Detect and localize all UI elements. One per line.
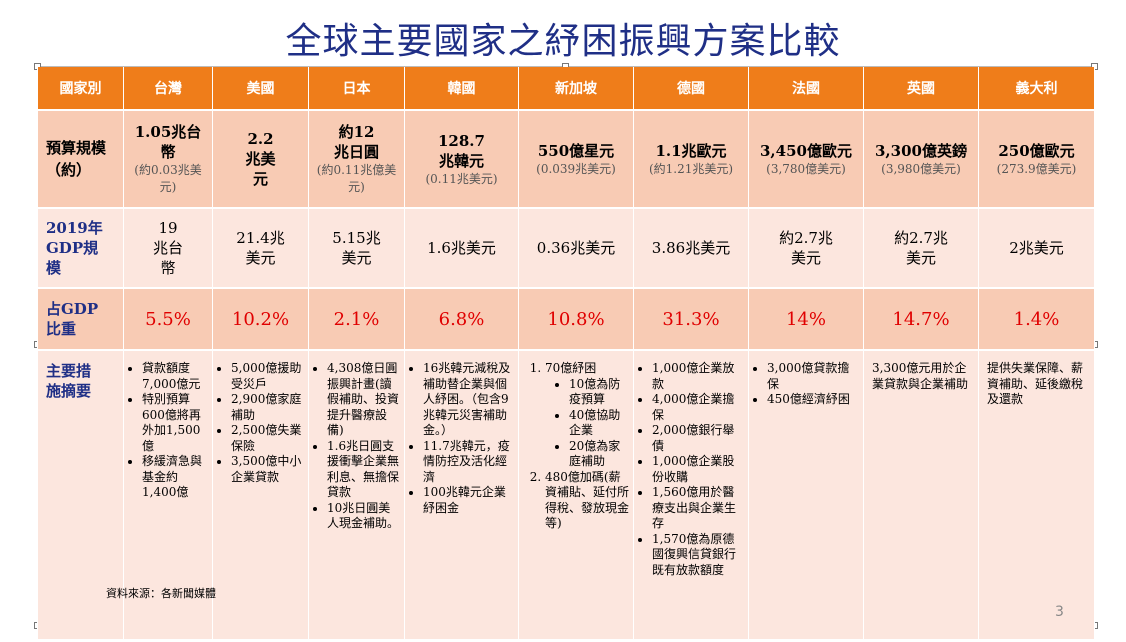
budget-cell-italy: 250億歐元 (273.9億美元) [978,110,1095,209]
list-item: 10兆日圓美人現金補助。 [327,501,400,532]
list-item: 1,560億用於醫療支出與企業生存 [652,485,744,532]
gdp-cell: 約2.7兆美元 [863,208,979,289]
ratio-row: 占GDP比重 5.5% 10.2% 2.1% 6.8% 10.8% 31.3% … [37,288,1095,351]
header-cell: 國家別 [37,67,124,111]
header-row: 國家別 台灣 美國 日本 韓國 新加坡 德國 法國 英國 義大利 [37,67,1095,111]
row-label-measures: 主要措施摘要 [37,350,124,639]
list-item: 16兆韓元減稅及補助替企業與個人紓困。（包含9兆韓元災害補助金。） [423,361,514,439]
budget-cell-korea: 128.7兆韓元 (0.11兆美元) [404,110,519,209]
measures-row: 主要措施摘要 貸款額度7,000億元 特別預算600億將再外加1,500億 移緩… [37,350,1095,639]
list-item: 2,900億家庭補助 [231,392,304,423]
measures-cell-usa: 5,000億援助受災戶 2,900億家庭補助 2,500億失業保險 3,500億… [212,350,309,639]
list-item: 10億為防疫預算 [569,377,629,408]
budget-cell-usa: 2.2兆美元 [212,110,309,209]
ratio-cell: 14.7% [863,288,979,351]
measures-cell-italy: 提供失業保障、薪資補助、延後繳稅及還款 [978,350,1095,639]
list-item: 4,000億企業擔保 [652,392,744,423]
list-item: 480億加碼(薪資補貼、延付所得稅、發放現金等) [545,470,629,532]
list-item: 1,570億為原德國復興信貸銀行既有放款額度 [652,532,744,579]
list-item: 11.7兆韓元，疫情防控及活化經濟 [423,439,514,486]
budget-row: 預算規模（約） 1.05兆台幣 (約0.03兆美元) 2.2兆美元 約12兆日圓(… [37,110,1095,209]
measures-cell-taiwan: 貸款額度7,000億元 特別預算600億將再外加1,500億 移緩濟急與基金約1… [123,350,213,639]
header-cell: 義大利 [978,67,1095,111]
list-item: 100兆韓元企業紓困金 [423,485,514,516]
measures-cell-korea: 16兆韓元減稅及補助替企業與個人紓困。（包含9兆韓元災害補助金。） 11.7兆韓… [404,350,519,639]
slide-title: 全球主要國家之紓困振興方案比較 [285,21,841,62]
header-cell: 日本 [308,67,405,111]
budget-cell-singapore: 550億星元 (0.039兆美元) [518,110,634,209]
list-item: 3,500億中小企業貸款 [231,454,304,485]
budget-cell-uk: 3,300億英鎊 (3,980億美元) [863,110,979,209]
row-label-budget: 預算規模（約） [37,110,124,209]
measures-cell-singapore: 70億紓困 10億為防疫預算 40億協助企業 20億為家庭補助 480億加碼(薪… [518,350,634,639]
list-item: 2,000億銀行舉債 [652,423,744,454]
list-item: 2,500億失業保險 [231,423,304,454]
ratio-cell: 10.2% [212,288,309,351]
header-cell: 美國 [212,67,309,111]
budget-cell-germany: 1.1兆歐元 (約1.21兆美元) [633,110,749,209]
list-item: 40億協助企業 [569,408,629,439]
comparison-table[interactable]: 國家別 台灣 美國 日本 韓國 新加坡 德國 法國 英國 義大利 預算規模（約）… [37,67,1095,639]
row-label-gdp: 2019年GDP規模 [37,208,124,289]
header-cell: 法國 [748,67,864,111]
ratio-cell: 10.8% [518,288,634,351]
list-item: 5,000億援助受災戶 [231,361,304,392]
list-item: 20億為家庭補助 [569,439,629,470]
header-cell: 英國 [863,67,979,111]
gdp-row: 2019年GDP規模 19兆台幣 21.4兆美元 5.15兆美元 1.6兆美元 … [37,208,1095,289]
gdp-cell: 0.36兆美元 [518,208,634,289]
ratio-cell: 5.5% [123,288,213,351]
resize-handle-top-right[interactable] [1091,63,1098,70]
ratio-cell: 6.8% [404,288,519,351]
list-item: 移緩濟急與基金約1,400億 [142,454,208,501]
list-item: 特別預算600億將再外加1,500億 [142,392,208,454]
gdp-cell: 19兆台幣 [123,208,213,289]
list-item: 1,000億企業股份收購 [652,454,744,485]
measures-cell-france: 3,000億貸款擔保 450億經濟紓困 [748,350,864,639]
list-item: 1.6兆日圓支援衝擊企業無利息、無擔保貸款 [327,439,400,501]
gdp-cell: 21.4兆美元 [212,208,309,289]
gdp-cell: 2兆美元 [978,208,1095,289]
header-cell: 德國 [633,67,749,111]
ratio-cell: 31.3% [633,288,749,351]
source-note: 資料來源：各新聞媒體 [106,587,216,600]
ratio-cell: 14% [748,288,864,351]
list-item: 貸款額度7,000億元 [142,361,208,392]
list-item: 1,000億企業放款 [652,361,744,392]
gdp-cell: 約2.7兆美元 [748,208,864,289]
header-cell: 韓國 [404,67,519,111]
measures-cell-germany: 1,000億企業放款 4,000億企業擔保 2,000億銀行舉債 1,000億企… [633,350,749,639]
budget-cell-japan: 約12兆日圓 (約0.11兆億美元) [308,110,405,209]
list-item: 4,308億日圓振興計畫(讀假補助、投資提升醫療設備) [327,361,400,439]
list-item: 70億紓困 10億為防疫預算 40億協助企業 20億為家庭補助 [545,361,629,470]
header-cell: 台灣 [123,67,213,111]
page-number: 3 [1055,604,1064,620]
gdp-cell: 3.86兆美元 [633,208,749,289]
list-item: 3,000億貸款擔保 [767,361,859,392]
measures-cell-uk: 3,300億元用於企業貸款與企業補助 [863,350,979,639]
budget-cell-france: 3,450億歐元 (3,780億美元) [748,110,864,209]
gdp-cell: 1.6兆美元 [404,208,519,289]
list-item: 450億經濟紓困 [767,392,859,408]
ratio-cell: 2.1% [308,288,405,351]
measures-cell-japan: 4,308億日圓振興計畫(讀假補助、投資提升醫療設備) 1.6兆日圓支援衝擊企業… [308,350,405,639]
gdp-cell: 5.15兆美元 [308,208,405,289]
header-cell: 新加坡 [518,67,634,111]
ratio-cell: 1.4% [978,288,1095,351]
budget-cell-taiwan: 1.05兆台幣 (約0.03兆美元) [123,110,213,209]
row-label-ratio: 占GDP比重 [37,288,124,351]
